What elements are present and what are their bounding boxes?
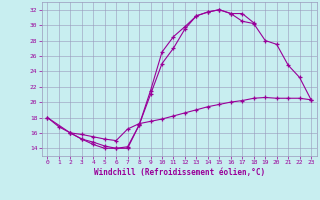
X-axis label: Windchill (Refroidissement éolien,°C): Windchill (Refroidissement éolien,°C) (94, 168, 265, 177)
